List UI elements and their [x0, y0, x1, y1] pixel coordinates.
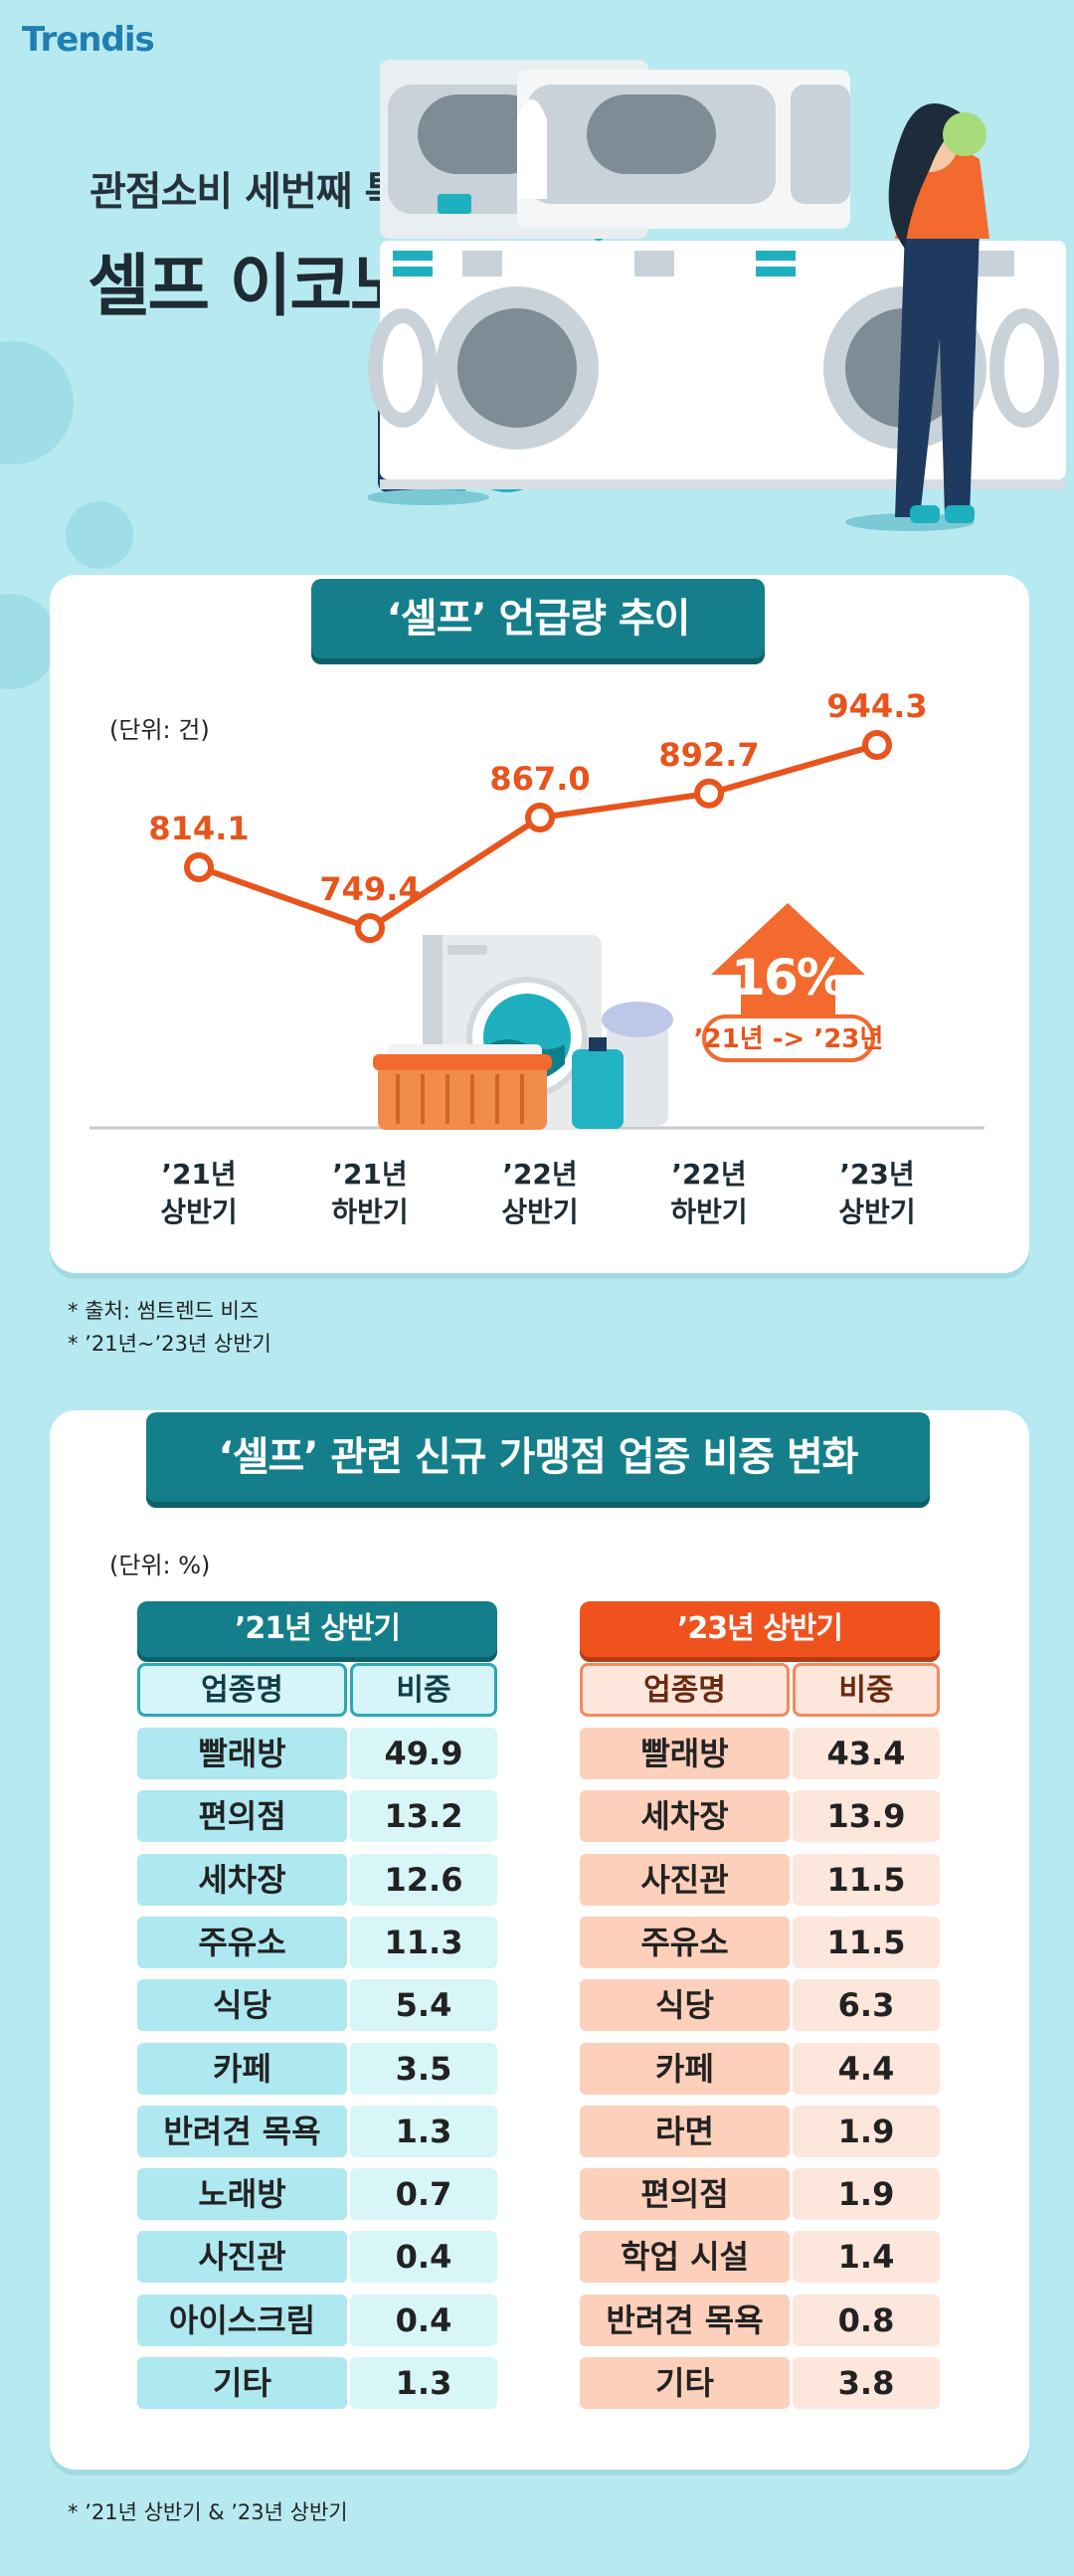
table-2021-category-cell: 반려견 목욕	[137, 2105, 347, 2157]
table-2021-category-cell: 주유소	[137, 1916, 347, 1968]
table-2021-category-cell: 노래방	[137, 2168, 347, 2221]
table-2023-share-cell: 3.8	[793, 2357, 940, 2409]
data-point	[694, 778, 724, 809]
table-2021-share-cell: 1.3	[350, 2357, 497, 2409]
table-2021-category-cell: 사진관	[137, 2231, 347, 2284]
data-point	[184, 852, 214, 882]
x-tick-label: 하반기	[331, 1196, 408, 1228]
table-2021-col-category: 업종명	[137, 1663, 347, 1717]
x-tick-label: ’22년	[502, 1158, 577, 1191]
laundry-illustration-icon	[373, 935, 673, 1130]
table-2023-share-cell: 11.5	[793, 1853, 940, 1906]
table-period-note: * ’21년 상반기 & ’23년 상반기	[68, 2500, 348, 2524]
person-icon	[845, 103, 989, 531]
data-label: 867.0	[489, 760, 590, 798]
table-2021-share-cell: 0.7	[350, 2168, 497, 2221]
table-2021-category-cell: 카페	[137, 2042, 347, 2095]
data-label: 814.1	[148, 810, 249, 847]
table-2023-share-cell: 1.9	[793, 2168, 940, 2221]
laundromat-illustration	[368, 60, 1066, 531]
source-note: * 출처: 썸트렌드 비즈	[68, 1299, 260, 1323]
table-2023-share-cell: 1.4	[793, 2231, 940, 2284]
table-2021-header: ’21년 상반기	[137, 1601, 497, 1657]
store-share-title: ‘셀프’ 관련 신규 가맹점 업종 비중 변화	[146, 1412, 930, 1502]
data-point	[862, 730, 892, 761]
table-2021-share-cell: 49.9	[350, 1728, 497, 1779]
x-tick-label: ’21년	[161, 1158, 236, 1191]
table-2023-category-cell: 사진관	[580, 1853, 790, 1906]
table-2023-col-share: 비중	[793, 1663, 940, 1717]
hero-subtitle: 관점소비 세번째 특징	[90, 169, 437, 215]
data-point	[355, 913, 385, 944]
mentions-chart-title: ‘셀프’ 언급량 추이	[311, 579, 765, 658]
table-2023-share-cell: 4.4	[793, 2042, 940, 2095]
table-2021-share-cell: 0.4	[350, 2231, 497, 2284]
x-tick-label: 상반기	[501, 1196, 578, 1228]
table-2023-category-cell: 학업 시설	[580, 2231, 790, 2284]
table-2021-share-cell: 1.3	[350, 2105, 497, 2157]
table-2023-category-cell: 식당	[580, 1979, 790, 2032]
table-2021-category-cell: 식당	[137, 1979, 347, 2032]
x-tick-label: 상반기	[160, 1196, 237, 1228]
table-2023-share-cell: 6.3	[793, 1979, 940, 2032]
table-2023-category-cell: 카페	[580, 2042, 790, 2095]
decorative-bubbles	[0, 341, 133, 689]
table-2023-category-cell: 주유소	[580, 1916, 790, 1968]
table-2023-category-cell: 빨래방	[580, 1728, 790, 1779]
table-2021-category-cell: 기타	[137, 2357, 347, 2409]
data-label: 892.7	[658, 736, 759, 774]
mentions-chart-card	[50, 575, 1029, 1273]
table-2023-category-cell: 라면	[580, 2105, 790, 2157]
table-2021-share-cell: 12.6	[350, 1853, 497, 1906]
mentions-chart-unit: (단위: 건)	[109, 716, 210, 744]
x-tick-label: ’22년	[671, 1158, 746, 1191]
table-2021-share-cell: 13.2	[350, 1790, 497, 1843]
x-tick-label: 상반기	[838, 1196, 915, 1228]
x-tick-label: ’21년	[332, 1158, 407, 1191]
x-tick-label: 하반기	[670, 1196, 747, 1228]
table-2023-share-cell: 1.9	[793, 2105, 940, 2157]
table-2023-col-category: 업종명	[580, 1663, 790, 1717]
period-note: * ’21년~’23년 상반기	[68, 1332, 271, 1356]
table-2021-col-share: 비중	[350, 1663, 497, 1717]
table-2023-share-cell: 11.5	[793, 1916, 940, 1968]
data-point	[525, 803, 555, 833]
table-2023-category-cell: 반려견 목욕	[580, 2294, 790, 2346]
table-2021-category-cell: 빨래방	[137, 1728, 347, 1779]
table-2023-category-cell: 기타	[580, 2357, 790, 2409]
table-2021-category-cell: 세차장	[137, 1853, 347, 1906]
table-2023-share-cell: 13.9	[793, 1790, 940, 1843]
table-2023-share-cell: 0.8	[793, 2294, 940, 2346]
data-label: 944.3	[826, 687, 927, 725]
brand-logo: Trendis	[22, 20, 155, 60]
growth-arrow-icon	[702, 903, 875, 1062]
table-2023-category-cell: 세차장	[580, 1790, 790, 1843]
store-share-unit: (단위: %)	[109, 1552, 211, 1579]
growth-percent: 16%	[731, 949, 845, 1007]
table-2023-share-cell: 43.4	[793, 1728, 940, 1779]
data-label: 749.4	[319, 870, 420, 908]
table-2021-share-cell: 11.3	[350, 1916, 497, 1968]
table-2023-header: ’23년 상반기	[580, 1601, 940, 1657]
x-tick-label: ’23년	[839, 1158, 914, 1191]
table-2021-share-cell: 0.4	[350, 2294, 497, 2346]
table-2021-share-cell: 5.4	[350, 1979, 497, 2032]
table-2021-share-cell: 3.5	[350, 2042, 497, 2095]
growth-period-label: ’21년 -> ’23년	[694, 1024, 884, 1054]
table-2021-category-cell: 아이스크림	[137, 2294, 347, 2346]
table-2021-category-cell: 편의점	[137, 1790, 347, 1843]
table-2023-category-cell: 편의점	[580, 2168, 790, 2221]
